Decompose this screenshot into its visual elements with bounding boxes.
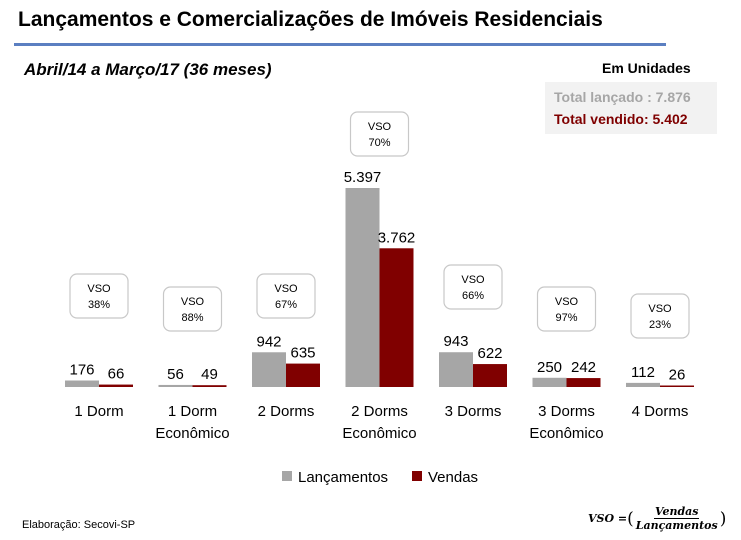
formula-numerator: Vendas bbox=[653, 505, 700, 519]
vso-label: VSO bbox=[648, 303, 672, 315]
data-label: 56 bbox=[167, 366, 184, 383]
vso-callout bbox=[443, 264, 503, 310]
vso-value: 67% bbox=[275, 299, 297, 311]
vso-formula: VSO = ( Vendas Lançamentos ) bbox=[588, 505, 726, 532]
vso-value: 88% bbox=[181, 312, 203, 324]
vso-value: 38% bbox=[88, 299, 110, 311]
formula-paren-open: ( bbox=[627, 508, 634, 529]
total-launched: Total lançado : 7.876 bbox=[554, 89, 691, 105]
vso-value: 97% bbox=[555, 312, 577, 324]
legend-swatch-vendas bbox=[412, 471, 422, 481]
legend-swatch-lancamentos bbox=[282, 471, 292, 481]
vso-callout bbox=[162, 286, 223, 332]
category-label: 3 Dorms bbox=[538, 403, 595, 420]
data-label: 3.762 bbox=[378, 229, 416, 246]
category-label: 1 Dorm bbox=[168, 403, 217, 420]
legend-label: Lançamentos bbox=[298, 469, 388, 486]
bar-lancamentos bbox=[626, 382, 660, 387]
category-label: 2 Dorms bbox=[351, 403, 408, 420]
bar-lancamentos bbox=[65, 380, 99, 387]
data-label: 112 bbox=[631, 364, 655, 381]
category-label: Econômico bbox=[342, 425, 416, 442]
vso-label: VSO bbox=[274, 283, 298, 295]
vso-callout bbox=[349, 111, 410, 157]
source-note: Elaboração: Secovi-SP bbox=[22, 519, 136, 531]
data-label: 250 bbox=[537, 359, 562, 376]
formula-lhs: VSO = bbox=[588, 512, 628, 525]
totals-box: Total lançado : 7.876 Total vendido: 5.4… bbox=[545, 82, 717, 134]
data-label: 5.397 bbox=[344, 169, 382, 186]
vso-callout bbox=[536, 286, 597, 332]
formula-fraction: Vendas Lançamentos bbox=[635, 505, 719, 532]
page-title: Lançamentos e Comercializações de Imóvei… bbox=[18, 8, 603, 31]
bar-vendas bbox=[192, 385, 227, 387]
formula-paren-close: ) bbox=[719, 508, 727, 529]
data-label: 26 bbox=[669, 367, 686, 384]
bar-lancamentos bbox=[532, 377, 567, 387]
data-label: 176 bbox=[69, 362, 94, 379]
vso-callout bbox=[256, 273, 316, 319]
data-label: 66 bbox=[108, 366, 125, 383]
data-label: 943 bbox=[443, 333, 468, 350]
bar-lancamentos bbox=[439, 352, 473, 387]
vso-label: VSO bbox=[555, 296, 579, 308]
vso-value: 66% bbox=[462, 290, 484, 302]
bar-lancamentos bbox=[345, 188, 380, 387]
vso-label: VSO bbox=[368, 121, 392, 133]
bar-vendas bbox=[566, 378, 601, 387]
bar-vendas bbox=[660, 385, 694, 387]
legend-label: Vendas bbox=[428, 469, 478, 486]
category-label: Econômico bbox=[155, 425, 229, 442]
bar-lancamentos bbox=[158, 384, 193, 387]
vso-callout bbox=[630, 293, 690, 339]
data-label: 635 bbox=[290, 345, 315, 362]
vso-value: 70% bbox=[368, 137, 390, 149]
total-sold: Total vendido: 5.402 bbox=[554, 111, 688, 127]
category-label: 3 Dorms bbox=[445, 403, 502, 420]
bar-vendas bbox=[99, 384, 133, 387]
period-label: Abril/14 a Março/17 (36 meses) bbox=[24, 60, 272, 79]
vso-label: VSO bbox=[461, 274, 485, 286]
data-label: 242 bbox=[571, 359, 596, 376]
bar-vendas bbox=[473, 364, 507, 387]
vso-callout bbox=[69, 273, 129, 319]
bar-vendas bbox=[379, 248, 414, 387]
category-label: 1 Dorm bbox=[74, 403, 123, 420]
bar-lancamentos bbox=[252, 352, 286, 387]
category-label: Econômico bbox=[529, 425, 603, 442]
vso-label: VSO bbox=[87, 283, 111, 295]
data-label: 49 bbox=[201, 366, 218, 383]
data-label: 622 bbox=[477, 345, 502, 362]
formula-denominator: Lançamentos bbox=[635, 519, 718, 532]
vso-value: 23% bbox=[649, 319, 671, 331]
category-label: 2 Dorms bbox=[258, 403, 315, 420]
data-label: 942 bbox=[256, 333, 281, 350]
vso-label: VSO bbox=[181, 296, 205, 308]
category-label: 4 Dorms bbox=[632, 403, 689, 420]
units-note: Em Unidades bbox=[602, 60, 691, 76]
bar-vendas bbox=[286, 363, 320, 387]
title-divider bbox=[14, 43, 666, 46]
